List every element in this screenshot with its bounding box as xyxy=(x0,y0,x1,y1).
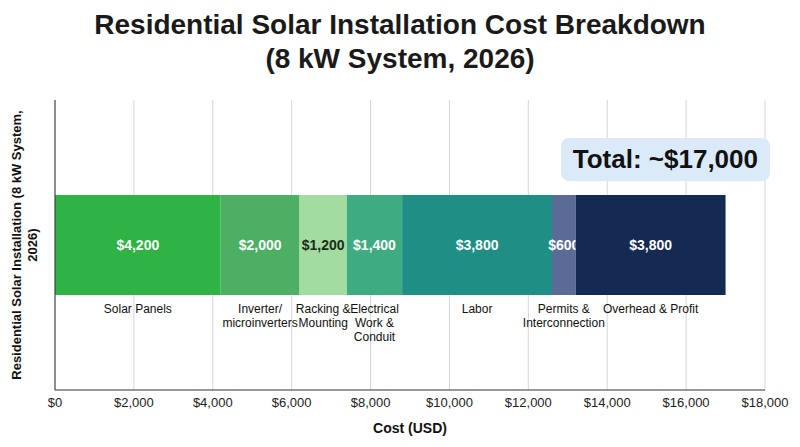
svg-text:Overhead & Profit: Overhead & Profit xyxy=(603,302,699,316)
svg-text:Permits &Interconnection: Permits &Interconnection xyxy=(523,302,605,330)
svg-text:$6,000: $6,000 xyxy=(272,395,312,410)
svg-text:$4,000: $4,000 xyxy=(193,395,233,410)
svg-text:$16,000: $16,000 xyxy=(663,395,710,410)
svg-text:$4,200: $4,200 xyxy=(116,237,159,253)
svg-text:$18,000: $18,000 xyxy=(742,395,789,410)
svg-text:$3,800: $3,800 xyxy=(456,237,499,253)
svg-text:$8,000: $8,000 xyxy=(351,395,391,410)
svg-text:$3,800: $3,800 xyxy=(629,237,672,253)
svg-text:Cost (USD): Cost (USD) xyxy=(373,420,447,436)
svg-text:$1,400: $1,400 xyxy=(353,237,396,253)
svg-text:$2,000: $2,000 xyxy=(239,237,282,253)
svg-text:Inverter/microinverters: Inverter/microinverters xyxy=(222,302,297,330)
svg-text:$14,000: $14,000 xyxy=(584,395,631,410)
html-text:(8 kW System, 2026): (8 kW System, 2026) xyxy=(265,43,535,74)
svg-text:Racking &Mounting: Racking &Mounting xyxy=(296,302,351,330)
html-text:Residential Solar Installation: Residential Solar Installation Cost Brea… xyxy=(94,9,706,40)
html-text:Residential Solar Installation: Residential Solar Installation (8 kW Sys… xyxy=(9,110,40,380)
svg-text:$2,000: $2,000 xyxy=(114,395,154,410)
svg-text:Solar Panels: Solar Panels xyxy=(104,302,172,316)
html-text:Total: ~$17,000: Total: ~$17,000 xyxy=(572,144,758,174)
svg-text:$12,000: $12,000 xyxy=(505,395,552,410)
svg-text:$600: $600 xyxy=(548,237,579,253)
svg-text:ElectricalWork &Conduit: ElectricalWork &Conduit xyxy=(350,302,399,344)
svg-text:$0: $0 xyxy=(48,395,62,410)
svg-text:Labor: Labor xyxy=(462,302,493,316)
svg-text:$10,000: $10,000 xyxy=(426,395,473,410)
svg-text:$1,200: $1,200 xyxy=(302,237,345,253)
